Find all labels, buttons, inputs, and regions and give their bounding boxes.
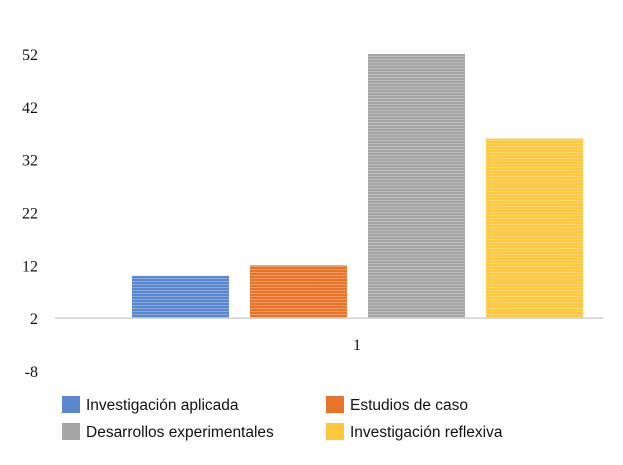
y-tick-label: 2	[30, 311, 38, 328]
bar-texture	[250, 265, 347, 319]
bar-texture	[486, 138, 583, 319]
x-tick-label: 1	[353, 337, 361, 354]
y-tick-label: -8	[25, 364, 38, 381]
legend-item: Desarrollos experimentales	[62, 423, 274, 441]
legend-label: Estudios de caso	[350, 397, 468, 414]
bar	[250, 265, 347, 319]
bar-texture	[132, 275, 229, 319]
legend-label: Investigación reflexiva	[350, 424, 503, 441]
y-tick-label: 32	[22, 153, 38, 170]
legend-swatch	[62, 423, 80, 440]
legend: Investigación aplicada Estudios de caso De…	[62, 396, 503, 441]
bar	[486, 138, 583, 319]
legend-item: Estudios de caso	[326, 396, 468, 414]
legend-swatch	[326, 423, 344, 440]
bars	[132, 54, 583, 319]
y-tick-label: 22	[22, 206, 38, 223]
legend-swatch	[326, 396, 344, 413]
y-axis-ticks: -8 2 12 22 32 42 52	[22, 47, 38, 381]
legend-item: Investigación reflexiva	[326, 423, 503, 441]
bar-texture	[368, 54, 465, 319]
y-tick-label: 12	[22, 258, 38, 275]
y-tick-label: 52	[22, 47, 38, 64]
legend-label: Desarrollos experimentales	[86, 424, 274, 441]
bar	[368, 54, 465, 319]
legend-label: Investigación aplicada	[86, 397, 239, 414]
y-tick-label: 42	[22, 100, 38, 117]
bar	[132, 275, 229, 319]
legend-swatch	[62, 396, 80, 413]
legend-item: Investigación aplicada	[62, 396, 239, 414]
